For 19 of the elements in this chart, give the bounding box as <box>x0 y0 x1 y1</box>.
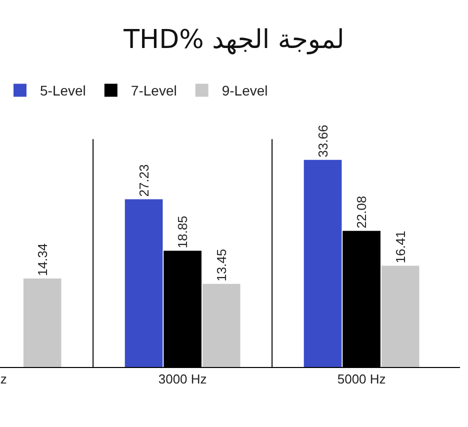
legend-label: 7-Level <box>130 82 177 99</box>
data-label: 14.34 <box>34 243 50 276</box>
legend-label: 5-Level <box>40 82 86 99</box>
data-label: 18.85 <box>175 216 190 248</box>
x-tick-label: 5000 Hz <box>337 372 386 387</box>
legend-label: 9-Level <box>222 82 268 99</box>
data-label: 27.23 <box>136 164 152 197</box>
x-tick-label: 3000 Hz <box>158 372 207 387</box>
x-tick-label: z <box>0 372 7 387</box>
chart-title: THD% لموجة الجهد <box>122 25 344 56</box>
data-label: 22.08 <box>354 196 370 228</box>
bar <box>124 199 163 367</box>
data-label: 16.41 <box>392 230 408 264</box>
data-label: 13.45 <box>214 248 229 282</box>
bar <box>202 284 240 367</box>
bar <box>23 278 62 367</box>
bar <box>381 266 420 367</box>
data-label: 33.66 <box>315 124 330 158</box>
bar <box>304 160 342 367</box>
